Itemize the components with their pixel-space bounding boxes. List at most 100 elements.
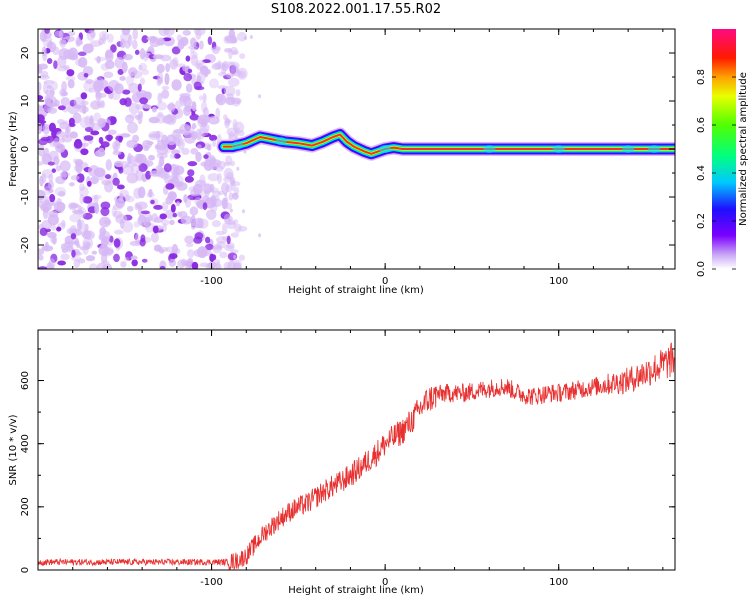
- noise-blob: [103, 219, 112, 225]
- noise-blob: [66, 69, 75, 77]
- noise-blob: [119, 161, 130, 168]
- noise-blob: [172, 212, 178, 218]
- noise-blob: [100, 260, 110, 265]
- noise-blob: [187, 169, 195, 177]
- noise-blob: [76, 219, 82, 231]
- noise-blob: [228, 131, 234, 139]
- noise-blob: [139, 47, 146, 60]
- noise-blob: [135, 103, 146, 110]
- noise-blob: [70, 175, 80, 181]
- noise-blob: [73, 139, 83, 149]
- noise-blob: [234, 223, 242, 233]
- noise-blob: [219, 251, 228, 259]
- noise-blob: [228, 192, 234, 201]
- noise-blob: [207, 173, 220, 182]
- snr-frame: [37, 329, 676, 571]
- noise-blob: [170, 203, 176, 213]
- noise-blob: [201, 132, 212, 138]
- noise-blob: [174, 248, 181, 255]
- noise-blob: [175, 181, 184, 188]
- noise-blob: [61, 219, 66, 228]
- noise-blob: [187, 161, 198, 167]
- noise-blob: [120, 38, 126, 49]
- noise-blob: [38, 148, 46, 157]
- noise-blob: [164, 72, 170, 85]
- noise-blob: [182, 65, 187, 72]
- noise-blob: [157, 37, 165, 46]
- noise-blob: [217, 172, 222, 184]
- noise-blob: [61, 91, 68, 97]
- spectrogram-x-tick-label: 0: [382, 276, 388, 287]
- noise-blob: [208, 78, 219, 89]
- noise-blob: [63, 241, 74, 248]
- noise-blob: [183, 73, 193, 82]
- noise-blob: [58, 29, 64, 39]
- noise-region: [38, 29, 262, 269]
- noise-blob: [222, 223, 228, 235]
- noise-blob: [190, 147, 199, 155]
- noise-blob: [228, 48, 233, 60]
- noise-blob: [169, 219, 175, 226]
- spectrogram-y-label: Frequency (Hz): [8, 111, 19, 187]
- snr-y-ticks: 0 200 400 600: [20, 348, 675, 573]
- noise-blob: [213, 259, 221, 265]
- noise-blob: [211, 46, 220, 55]
- spectrogram-y-tick-label: 20: [20, 47, 31, 60]
- spectrogram-y-tick-label: 0: [20, 146, 31, 152]
- snr-x-tick-label: 0: [382, 577, 388, 588]
- noise-blob: [235, 89, 241, 97]
- noise-blob: [89, 40, 102, 48]
- noise-blob: [195, 151, 202, 163]
- noise-blob: [224, 196, 229, 203]
- noise-blob: [212, 254, 217, 261]
- noise-blob: [48, 122, 57, 133]
- noise-blob: [173, 153, 181, 159]
- noise-blob: [146, 141, 154, 146]
- noise-speck: [233, 255, 237, 260]
- noise-blob: [223, 167, 234, 180]
- noise-blob: [93, 56, 106, 62]
- noise-blob: [90, 176, 99, 185]
- noise-blob: [136, 153, 147, 165]
- noise-blob: [239, 53, 246, 59]
- noise-blob: [137, 83, 142, 92]
- noise-blob: [183, 105, 191, 117]
- noise-blob: [57, 105, 66, 111]
- noise-blob: [38, 248, 45, 256]
- snr-y-tick-label: 400: [20, 434, 31, 453]
- noise-blob: [115, 135, 124, 141]
- noise-blob: [221, 63, 227, 70]
- noise-blob: [202, 93, 207, 103]
- noise-blob: [193, 187, 199, 196]
- noise-blob: [175, 201, 181, 207]
- noise-blob: [82, 43, 94, 54]
- noise-blob: [137, 214, 147, 226]
- noise-blob: [61, 81, 67, 93]
- noise-blob: [112, 177, 120, 186]
- noise-blob: [82, 212, 93, 220]
- noise-blob: [184, 235, 194, 244]
- noise-blob: [38, 74, 51, 80]
- noise-blob: [86, 180, 92, 187]
- signal-knot: [483, 145, 496, 153]
- noise-blob: [113, 238, 121, 248]
- noise-blob: [100, 206, 110, 217]
- noise-blob: [195, 60, 206, 66]
- noise-blob: [127, 121, 139, 134]
- noise-blob: [79, 193, 85, 205]
- noise-blob: [126, 173, 139, 184]
- noise-blob: [67, 79, 75, 89]
- noise-blob: [93, 195, 99, 205]
- noise-blob: [108, 79, 120, 92]
- signal-knot: [552, 145, 565, 153]
- noise-blob: [198, 40, 204, 50]
- signal-knot: [231, 141, 244, 150]
- noise-blob: [165, 62, 171, 73]
- noise-blob: [78, 183, 85, 192]
- noise-blob: [78, 56, 88, 68]
- noise-blob: [46, 84, 53, 90]
- noise-blob: [141, 258, 148, 263]
- noise-blob: [165, 134, 177, 146]
- noise-blob: [48, 173, 54, 183]
- spectrogram-y-tick-label: 10: [20, 95, 31, 108]
